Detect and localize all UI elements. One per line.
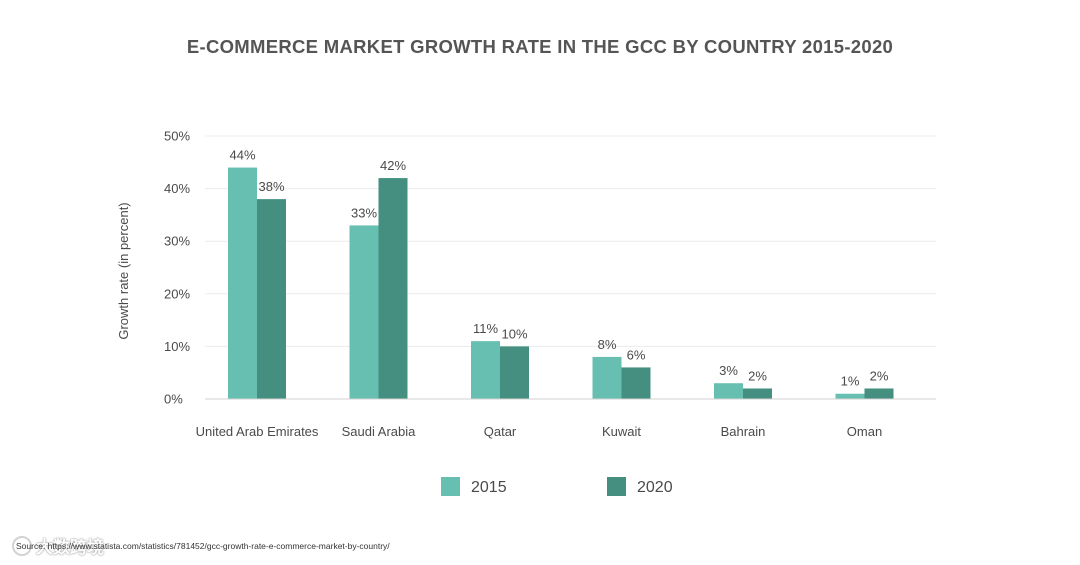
source-note: Source: https://www.statista.com/statist… <box>16 541 390 551</box>
y-tick-label: 40% <box>164 181 190 196</box>
bar-2020-1 <box>378 178 408 399</box>
x-tick-label: Bahrain <box>721 424 766 439</box>
bar-2020-0 <box>257 199 286 399</box>
bar-2020-2 <box>500 346 529 399</box>
bar-2015-3 <box>592 356 622 399</box>
watermark-text: 大数跨境 <box>36 538 104 557</box>
data-label: 44% <box>229 148 255 163</box>
data-label: 1% <box>841 374 860 389</box>
gridlines <box>205 135 936 347</box>
bars: 44% 38% 33% 42% 11% 10% 8% 6% 3% 2% 1% 2% <box>228 148 894 399</box>
chart-title: E-COMMERCE MARKET GROWTH RATE IN THE GCC… <box>186 36 894 57</box>
data-label: 2% <box>870 368 889 383</box>
bar-2020-5 <box>864 388 894 399</box>
legend-swatch-2020 <box>607 477 626 496</box>
x-tick-label: United Arab Emirates <box>196 424 319 439</box>
x-axis-ticks: United Arab Emirates Saudi Arabia Qatar Kuw… <box>196 424 883 439</box>
x-tick-label: Oman <box>847 424 882 439</box>
y-axis-label: Growth rate (in percent) <box>116 202 131 339</box>
data-label: 3% <box>719 363 738 378</box>
y-tick-label: 0% <box>164 392 183 407</box>
y-tick-label: 30% <box>164 234 190 249</box>
data-label: 2% <box>748 368 767 383</box>
data-label: 8% <box>598 337 617 352</box>
watermark-logo-icon <box>12 535 32 556</box>
bar-2020-4 <box>743 388 772 399</box>
data-label: 42% <box>380 158 406 173</box>
bar-2015-4 <box>714 383 743 399</box>
legend-label: 2015 <box>471 479 507 496</box>
bar-2020-3 <box>621 367 651 399</box>
y-tick-label: 20% <box>164 286 190 301</box>
y-tick-label: 50% <box>164 129 190 144</box>
x-tick-label: Qatar <box>484 424 517 439</box>
data-label: 38% <box>258 179 284 194</box>
bar-2015-0 <box>228 167 257 399</box>
legend-label: 2020 <box>637 479 673 496</box>
data-label: 6% <box>627 347 646 362</box>
data-label: 11% <box>473 321 498 336</box>
legend: 2015 2020 <box>441 477 673 496</box>
x-tick-label: Saudi Arabia <box>342 424 416 439</box>
data-label: 10% <box>501 326 527 341</box>
y-axis-ticks: 0% 10% 20% 30% 40% 50% <box>164 129 190 407</box>
bar-2015-1 <box>349 225 379 399</box>
legend-swatch-2015 <box>441 477 460 496</box>
watermark: 大数跨境 <box>12 533 104 558</box>
y-tick-label: 10% <box>164 339 190 354</box>
bar-2015-2 <box>471 341 500 399</box>
bar-2015-5 <box>835 393 865 399</box>
data-label: 33% <box>351 205 377 220</box>
x-tick-label: Kuwait <box>602 424 641 439</box>
